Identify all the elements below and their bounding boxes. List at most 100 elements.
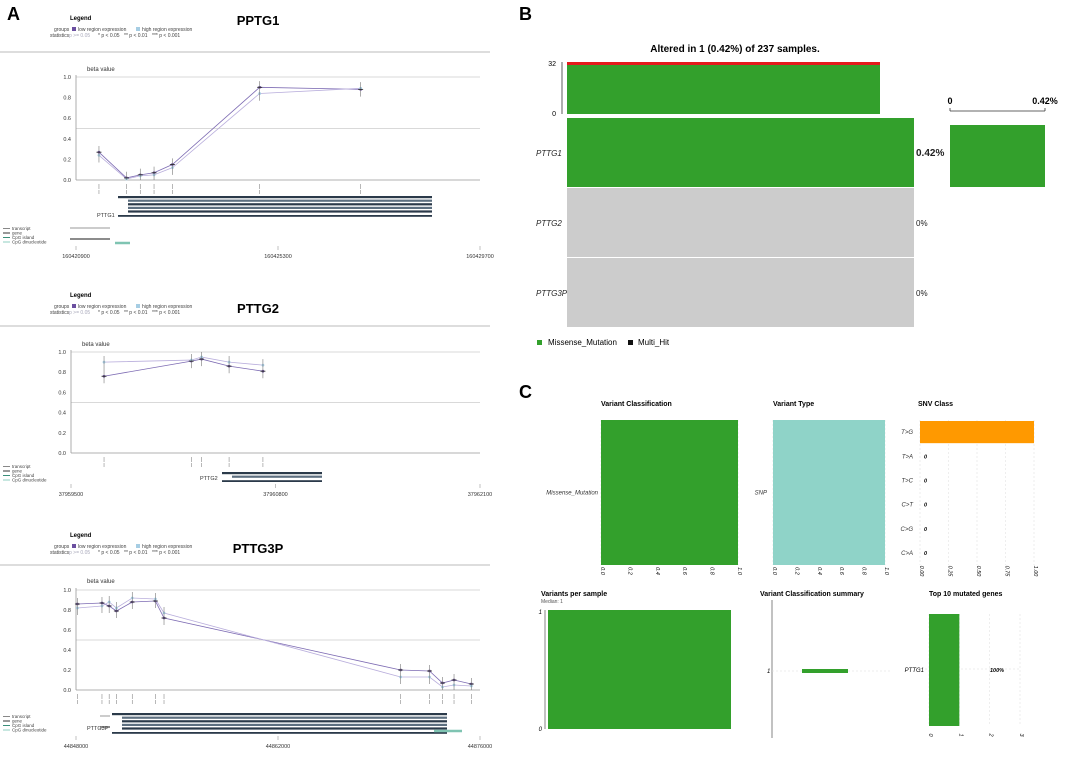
x-tick-label: 0.00 bbox=[918, 566, 924, 578]
oncoprint-title: Altered in 1 (0.42%) of 237 samples. bbox=[650, 44, 820, 55]
x-tick-label: 37960800 bbox=[263, 492, 287, 498]
x-tick-label: 160429700 bbox=[466, 254, 494, 260]
track-legend-label: gene bbox=[12, 469, 23, 474]
x-tick-label: 0.4 bbox=[816, 567, 822, 575]
panel-title-line: Top 10 mutated genes bbox=[929, 591, 1002, 598]
x-tick-label: 0.2 bbox=[626, 567, 632, 575]
y-tick-label: 1.0 bbox=[63, 75, 71, 81]
x-tick-label: 0.50 bbox=[975, 566, 981, 578]
panel-letter-b: B bbox=[519, 4, 532, 24]
legend-stat-2: ** p < 0.01 bbox=[124, 310, 148, 316]
gene-label: PTTG3P bbox=[87, 726, 109, 732]
y-tick-label: 0.2 bbox=[63, 157, 71, 163]
multi-hit-stripe bbox=[567, 62, 880, 65]
legend-statistics-label: statistics bbox=[50, 310, 70, 316]
legend-stat-2: ** p < 0.01 bbox=[124, 33, 148, 39]
x-tick-label: 0.25 bbox=[947, 566, 953, 578]
bar bbox=[601, 420, 738, 565]
category-label: Missense_Mutation bbox=[546, 491, 598, 497]
y-tick-label: 0.8 bbox=[58, 370, 66, 376]
transcript-bar bbox=[122, 727, 447, 730]
gene-bar bbox=[929, 614, 960, 726]
category-label: C>G bbox=[900, 527, 913, 533]
legend-statistics-label: statistics bbox=[50, 550, 70, 556]
x-tick-label: 0.6 bbox=[838, 567, 844, 576]
value-label: 100% bbox=[990, 668, 1004, 674]
y-tick-label: 0.8 bbox=[63, 608, 71, 614]
x-tick-label: 160425300 bbox=[264, 254, 292, 260]
x-tick-label: 44848000 bbox=[64, 744, 88, 750]
x-tick-label: 0.0 bbox=[599, 567, 605, 576]
track-legend-label: gene bbox=[12, 231, 23, 236]
gene-label: PTTG2 bbox=[200, 476, 218, 482]
track-legend-label: CpG dinucleotide bbox=[12, 478, 47, 483]
plot-title: PTTG3P bbox=[233, 541, 284, 556]
x-tick-label: 44876000 bbox=[468, 744, 492, 750]
oncoprint: Altered in 1 (0.42%) of 237 samples. 32 0 P… bbox=[536, 44, 1058, 347]
legend-low-swatch bbox=[72, 304, 76, 308]
legend-groups-label: groups bbox=[54, 27, 70, 33]
summary-bar bbox=[802, 669, 848, 673]
value-label: 0 bbox=[924, 454, 927, 460]
y-axis-label: beta value bbox=[87, 579, 115, 585]
x-tick-label: 0 bbox=[927, 733, 933, 737]
x-tick-label: 0.8 bbox=[709, 567, 715, 576]
y-tick-label: 0.6 bbox=[58, 390, 66, 396]
x-tick-label: 1.0 bbox=[883, 567, 889, 576]
legend-high-swatch bbox=[136, 544, 140, 548]
legend-stat-0: p >= 0.05 bbox=[69, 550, 90, 556]
track-legend-label: transcript bbox=[12, 464, 31, 469]
y-tick-label: 0.4 bbox=[63, 648, 71, 654]
legend-low-swatch bbox=[72, 544, 76, 548]
track-legend-label: transcript bbox=[12, 714, 31, 719]
gene-bar bbox=[118, 215, 432, 217]
y-tick-label: 0.6 bbox=[63, 628, 71, 634]
top-axis-label: 0 bbox=[552, 111, 556, 118]
y-tick-label: 0.4 bbox=[63, 137, 71, 143]
legend-low-label: low region expression bbox=[78, 27, 127, 33]
gene-name: PTTG1 bbox=[536, 149, 562, 158]
plot-title: PPTG1 bbox=[237, 13, 280, 28]
legend-groups-label: groups bbox=[54, 304, 70, 310]
gene-label: PTTG1 bbox=[97, 213, 115, 219]
legend-label: Missense_Mutation bbox=[548, 338, 617, 347]
category-label: C>T bbox=[901, 503, 914, 509]
y-tick-label: 0.8 bbox=[63, 96, 71, 102]
category-label: PTTG1 bbox=[905, 668, 924, 674]
side-axis-min: 0 bbox=[947, 96, 952, 106]
y-tick-label: 0 bbox=[539, 727, 543, 733]
panel-title: Variant Classification bbox=[601, 401, 672, 408]
side-bar bbox=[950, 125, 1045, 187]
legend-stat-0: p >= 0.05 bbox=[69, 310, 90, 316]
panel-title: SNV Class bbox=[918, 401, 953, 408]
series-line-high bbox=[104, 356, 263, 366]
panel-subtitle: Median: 1 bbox=[541, 599, 563, 605]
gene-percent: 0% bbox=[916, 289, 928, 298]
gene-row-pttg3p bbox=[567, 258, 914, 327]
value-label: 0 bbox=[924, 551, 927, 557]
x-tick-label: 3 bbox=[1018, 733, 1024, 737]
y-tick-label: 0.2 bbox=[58, 431, 66, 437]
x-tick-label: 160420900 bbox=[62, 254, 90, 260]
x-tick-label: 44862000 bbox=[266, 744, 290, 750]
gene-row-pttg1 bbox=[567, 118, 914, 187]
legend-high-label: high region expression bbox=[142, 27, 193, 33]
y-tick-label: 0.4 bbox=[58, 411, 66, 417]
x-tick-label: 0.8 bbox=[861, 567, 867, 576]
y-tick-label: 1.0 bbox=[58, 350, 66, 356]
sample-count-bar bbox=[567, 62, 880, 114]
legend-stat-2: ** p < 0.01 bbox=[124, 550, 148, 556]
legend-low-label: low region expression bbox=[78, 544, 127, 550]
transcript-bar bbox=[128, 210, 432, 213]
legend-high-label: high region expression bbox=[142, 304, 193, 310]
category-label: T>G bbox=[901, 430, 913, 436]
track-legend-label: transcript bbox=[12, 226, 31, 231]
legend-title: Legend bbox=[70, 293, 92, 299]
x-tick-label: 2 bbox=[988, 732, 994, 736]
series-line-high bbox=[77, 597, 472, 688]
legend-stat-3: *** p < 0.001 bbox=[152, 310, 180, 316]
legend-stat-0: p >= 0.05 bbox=[69, 33, 90, 39]
